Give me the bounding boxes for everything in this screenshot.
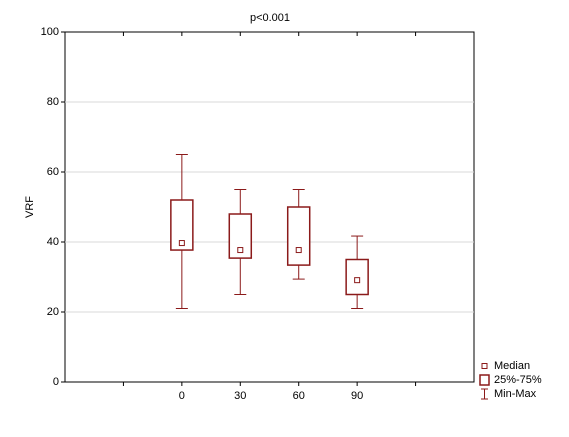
x-tick-label: 90 <box>351 390 363 402</box>
y-tick-label: 80 <box>47 96 59 108</box>
y-tick-label: 0 <box>53 376 59 388</box>
median-marker <box>237 247 244 254</box>
median-marker <box>295 247 302 254</box>
legend-label: 25%-75% <box>494 374 542 386</box>
median-marker <box>178 240 185 247</box>
y-tick-label: 100 <box>41 26 59 38</box>
plot-frame <box>64 31 475 383</box>
x-tick-label: 30 <box>234 390 246 402</box>
x-tick-label: 60 <box>293 390 305 402</box>
y-tick-label: 20 <box>47 306 59 318</box>
median-marker <box>354 277 361 284</box>
box <box>345 258 369 296</box>
legend-median-icon <box>481 363 488 369</box>
legend-label: Min-Max <box>494 388 537 400</box>
x-tick-label: 0 <box>179 390 185 402</box>
legend-label: Median <box>494 360 530 372</box>
box <box>228 213 253 259</box>
box <box>286 206 311 266</box>
y-tick-label: 40 <box>47 236 59 248</box>
legend-box-icon <box>479 374 490 386</box>
y-tick-label: 60 <box>47 166 59 178</box>
box <box>170 199 194 251</box>
chart-title: p<0.001 <box>250 12 290 24</box>
y-axis-label: VRF <box>24 196 36 218</box>
